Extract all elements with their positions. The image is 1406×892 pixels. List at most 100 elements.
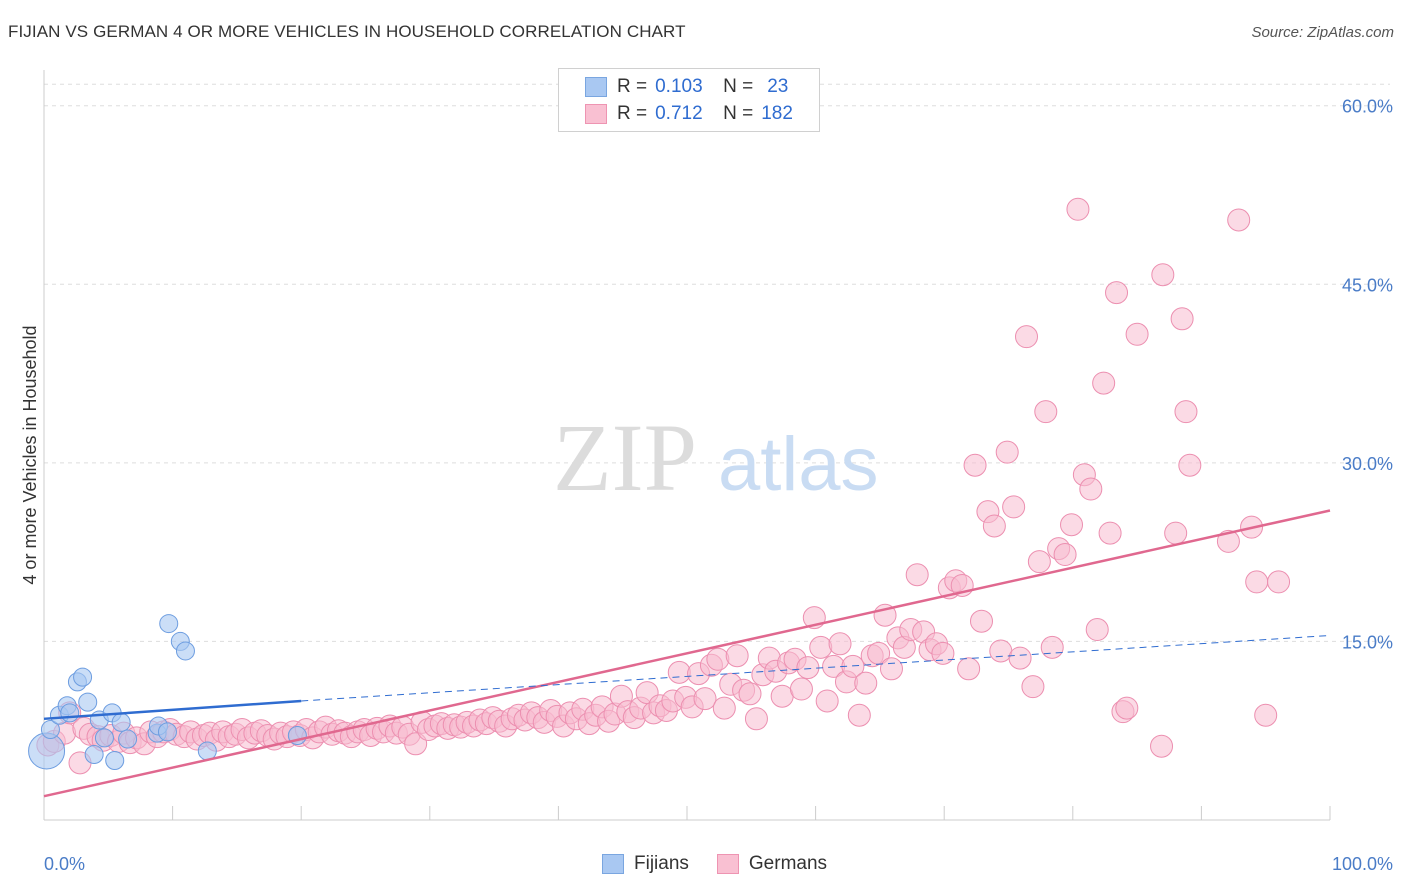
fijian-point xyxy=(84,745,104,765)
legend-n-value: 23 xyxy=(767,76,789,97)
watermark-zip: ZIP xyxy=(553,404,697,511)
legend-item-fijians: Fijians xyxy=(602,853,689,875)
german-point xyxy=(796,656,820,680)
germans-legend-label: Germans xyxy=(748,853,828,874)
legend-row-fijians: R = 0.103 N = 23 xyxy=(585,74,788,100)
fijian-point xyxy=(28,732,66,770)
x-tick-label: 100.0% xyxy=(1332,854,1393,874)
german-point xyxy=(963,453,987,477)
fijian-point xyxy=(175,641,195,661)
watermark: ZIP atlas xyxy=(553,404,879,511)
x-tick-label: 0.0% xyxy=(44,854,85,874)
german-point xyxy=(982,514,1006,538)
legend-r-value: 0.712 xyxy=(655,103,703,124)
y-tick-labels: 15.0% 30.0% 45.0% 60.0% xyxy=(1342,97,1393,653)
correlation-legend: R = 0.103 N = 23 R = 0.712 N = 182 xyxy=(558,68,820,132)
fijian-point xyxy=(111,712,131,732)
german-point xyxy=(931,641,955,665)
german-point xyxy=(1178,453,1202,477)
fijian-trendline-dashed xyxy=(301,634,1331,702)
y-tick-label: 60.0% xyxy=(1342,97,1393,117)
german-point xyxy=(770,684,794,708)
german-point xyxy=(1115,696,1139,720)
fijian-point xyxy=(60,703,80,723)
german-point xyxy=(809,635,833,659)
german-point xyxy=(1034,400,1058,424)
german-point xyxy=(712,696,736,720)
german-point xyxy=(1092,371,1116,395)
german-point xyxy=(1015,325,1039,349)
german-point xyxy=(1060,513,1084,537)
legend-r-value: 0.103 xyxy=(655,76,703,97)
fijian-point xyxy=(78,692,98,712)
legend-n-label: N = xyxy=(723,76,754,97)
fijian-point xyxy=(73,667,93,687)
german-point xyxy=(744,707,768,731)
german-point xyxy=(693,687,717,711)
german-point xyxy=(1151,263,1175,287)
german-point xyxy=(1174,400,1198,424)
trendlines xyxy=(43,509,1331,798)
x-ticks xyxy=(172,806,1331,820)
german-point xyxy=(1008,646,1032,670)
fijian-points xyxy=(28,614,307,770)
germans-swatch xyxy=(585,104,607,124)
fijian-point xyxy=(40,720,60,740)
german-point xyxy=(1170,307,1194,331)
german-point xyxy=(1040,635,1064,659)
german-point xyxy=(1125,322,1149,346)
german-point xyxy=(828,632,852,656)
german-point xyxy=(1085,618,1109,642)
chart-title: FIJIAN VS GERMAN 4 OR MORE VEHICLES IN H… xyxy=(8,22,686,41)
german-point xyxy=(1021,675,1045,699)
german-point xyxy=(1105,281,1129,305)
series-legend: Fijians Germans xyxy=(602,850,855,878)
legend-r-label: R = xyxy=(617,76,648,97)
german-point xyxy=(1227,208,1251,232)
german-point xyxy=(1002,495,1026,519)
german-point xyxy=(1245,570,1269,594)
fijian-point xyxy=(157,722,177,742)
german-point xyxy=(1053,543,1077,567)
german-point xyxy=(725,644,749,668)
german-point xyxy=(738,682,762,706)
german-point xyxy=(1098,521,1122,545)
german-point xyxy=(995,440,1019,464)
fijian-point xyxy=(118,729,138,749)
german-point xyxy=(847,703,871,727)
y-tick-label: 45.0% xyxy=(1342,275,1393,295)
german-point xyxy=(854,671,878,695)
fijians-legend-swatch xyxy=(602,854,624,874)
legend-n-value: 182 xyxy=(761,103,793,124)
german-trendline xyxy=(43,509,1331,798)
source-label: Source: ZipAtlas.com xyxy=(1251,24,1394,41)
german-point xyxy=(1027,550,1051,574)
fijian-trendline xyxy=(43,699,302,721)
german-point xyxy=(879,657,903,681)
german-point xyxy=(1254,703,1278,727)
y-tick-label: 15.0% xyxy=(1342,632,1393,652)
legend-row-germans: R = 0.712 N = 182 xyxy=(585,101,793,127)
fijians-swatch xyxy=(585,77,607,97)
fijians-legend-label: Fijians xyxy=(634,853,689,874)
german-points xyxy=(36,197,1291,775)
legend-n-label: N = xyxy=(723,103,754,124)
german-point xyxy=(706,647,730,671)
german-point xyxy=(969,609,993,633)
german-point xyxy=(1216,529,1240,553)
y-axis-label: 4 or more Vehicles in Household xyxy=(20,325,40,584)
german-point xyxy=(789,677,813,701)
german-point xyxy=(989,639,1013,663)
watermark-atlas: atlas xyxy=(718,422,879,507)
fijian-point xyxy=(105,750,125,770)
gridlines xyxy=(44,83,1390,642)
fijian-point xyxy=(159,614,179,634)
german-point xyxy=(957,657,981,681)
german-point xyxy=(815,689,839,713)
german-point xyxy=(1066,197,1090,221)
german-point xyxy=(1267,570,1291,594)
legend-item-germans: Germans xyxy=(716,853,828,875)
german-point xyxy=(1079,477,1103,501)
germans-legend-swatch xyxy=(716,854,739,874)
